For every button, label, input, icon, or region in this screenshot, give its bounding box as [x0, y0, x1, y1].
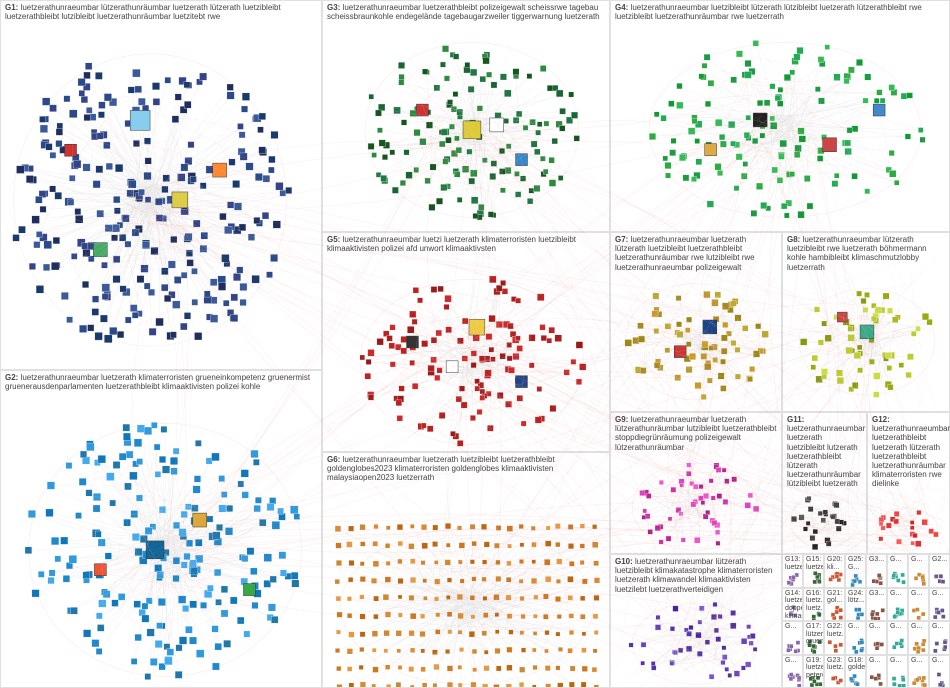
small-panel-label-7: G2...	[932, 556, 947, 564]
small-panels-grid: G13: luetze...G15: luetze...G20: kli... G…	[782, 554, 950, 688]
small-panel-9: G16: luetz... luetz...	[803, 588, 824, 622]
cluster-g6	[323, 453, 609, 687]
small-panel-30: G...	[908, 655, 929, 688]
small-panel-label-10: G21: gol...	[827, 590, 844, 605]
panel-label-g2: G2: luetzerathunraeumbar luetzerath klim…	[5, 373, 317, 391]
small-panel-28: G...	[866, 655, 887, 688]
panel-g12: G12: luetzerathunraeumbar luetzerathblei…	[867, 412, 950, 554]
small-panel-label-22: G...	[911, 623, 922, 631]
panel-g6: G6: luetzerathunraeumbar luetzerath luet…	[322, 452, 610, 688]
small-panel-label-4: G3...	[869, 556, 884, 564]
small-panel-label-5: G...	[890, 556, 901, 564]
panel-g8: G8: luetzerathunraeumbar lützerath luetz…	[782, 232, 950, 412]
small-panel-label-24: G...	[785, 657, 796, 665]
panel-g11: G11: luetzerathunraeumbar luetzerath lue…	[782, 412, 867, 554]
cluster-g4	[611, 1, 949, 231]
panel-g1: G1: luetzerathunraeumbar lützerathunräum…	[0, 0, 322, 370]
small-panel-label-14: G...	[911, 590, 922, 598]
small-panel-label-21: G...	[890, 623, 901, 631]
small-panel-label-27: G18: golde...	[848, 657, 866, 672]
small-panel-label-11: G24: lötz...	[848, 590, 865, 605]
small-panel-11: G24: lötz...	[845, 588, 866, 622]
small-panel-label-2: G20: kli...	[827, 556, 844, 571]
panel-label-g8: G8: luetzerathunraeumbar lützerath luetz…	[787, 235, 945, 272]
small-panel-label-12: G3...	[869, 590, 884, 598]
small-panel-24: G...	[782, 655, 803, 688]
small-panel-label-23: G...	[932, 623, 943, 631]
small-panel-label-18: G22: luetz...	[827, 623, 845, 638]
small-panel-label-1: G15: luetze...	[806, 556, 824, 571]
small-panel-19: G...	[845, 621, 866, 655]
small-panel-13: G...	[887, 588, 908, 622]
small-panel-2: G20: kli...	[824, 554, 845, 588]
small-panel-22: G...	[908, 621, 929, 655]
cluster-g3	[323, 1, 609, 231]
cluster-g1	[1, 1, 321, 369]
small-panel-label-29: G...	[890, 657, 901, 665]
small-panel-14: G...	[908, 588, 929, 622]
small-panel-label-9: G16: luetz... luetz...	[806, 590, 824, 613]
small-panel-6: G...	[908, 554, 929, 588]
small-panel-label-3: G25: G...	[848, 556, 865, 571]
small-panel-label-19: G...	[848, 623, 859, 631]
small-panel-3: G25: G...	[845, 554, 866, 588]
panel-g5: G5: luetzerathunraeumbar luetzi luetzera…	[322, 232, 610, 452]
panel-g4: G4: luetzerathunraeumbar luetzibleibt lü…	[610, 0, 950, 232]
panel-label-g5: G5: luetzerathunraeumbar luetzi luetzera…	[327, 235, 605, 253]
small-panel-1: G15: luetze...	[803, 554, 824, 588]
panel-label-g11: G11: luetzerathunraeumbar luetzerath lue…	[787, 415, 862, 489]
small-panel-label-28: G...	[869, 657, 880, 665]
panel-label-g7: G7: luetzerathunraeumbar luetzerath lütz…	[615, 235, 777, 272]
small-panel-16: G...	[782, 621, 803, 655]
cluster-g5	[323, 233, 609, 451]
panel-g9: G9: luetzerathunraeumbar luetzerath lütz…	[610, 412, 782, 554]
small-panel-31: G...	[929, 655, 950, 688]
small-panel-label-13: G...	[890, 590, 901, 598]
small-panel-7: G2...	[929, 554, 950, 588]
panel-label-g6: G6: luetzerathunraeumbar luetzerath luet…	[327, 455, 605, 483]
small-panel-29: G...	[887, 655, 908, 688]
cluster-g2	[1, 371, 321, 687]
small-panel-15: G...	[929, 588, 950, 622]
panel-label-g3: G3: luetzerathunraeumbar luetzerathbleib…	[327, 3, 605, 21]
panel-label-g4: G4: luetzerathunraeumbar luetzibleibt lü…	[615, 3, 945, 21]
small-panel-label-30: G...	[911, 657, 922, 665]
small-panel-26: G23: luetz...	[824, 655, 845, 688]
panel-g10: G10: luetzerathunraeumbar lützerath luet…	[610, 554, 782, 688]
small-panel-12: G3...	[866, 588, 887, 622]
small-panel-label-15: G...	[932, 590, 943, 598]
small-panel-label-26: G23: luetz...	[827, 657, 845, 672]
small-panel-21: G...	[887, 621, 908, 655]
small-panel-20: G...	[866, 621, 887, 655]
small-panel-0: G13: luetze...	[782, 554, 803, 588]
small-panel-label-8: G14: luetze... doppe... klimas...	[785, 590, 803, 621]
small-panel-5: G...	[887, 554, 908, 588]
panel-label-g1: G1: luetzerathunraeumbar lützerathunräum…	[5, 3, 317, 21]
small-panel-4: G3...	[866, 554, 887, 588]
small-panel-18: G22: luetz...	[824, 621, 845, 655]
panel-g2: G2: luetzerathunraeumbar luetzerath klim…	[0, 370, 322, 688]
small-panel-25: G19: luetze... petero...	[803, 655, 824, 688]
small-panel-27: G18: golde...	[845, 655, 866, 688]
small-panel-label-6: G...	[911, 556, 922, 564]
panel-label-g10: G10: luetzerathunraeumbar lützerath luet…	[615, 557, 777, 594]
small-panel-label-17: G17: lützer... gruen...	[806, 623, 824, 646]
panel-g7: G7: luetzerathunraeumbar luetzerath lütz…	[610, 232, 782, 412]
small-panel-8: G14: luetze... doppe... klimas...	[782, 588, 803, 622]
small-panel-23: G...	[929, 621, 950, 655]
small-panel-label-20: G...	[869, 623, 880, 631]
small-panel-label-16: G...	[785, 623, 796, 631]
small-panel-label-31: G...	[932, 657, 943, 665]
small-panel-label-0: G13: luetze...	[785, 556, 803, 571]
small-panel-10: G21: gol...	[824, 588, 845, 622]
small-panel-label-25: G19: luetze... petero...	[806, 657, 824, 680]
small-panel-17: G17: lützer... gruen...	[803, 621, 824, 655]
panel-g3: G3: luetzerathunraeumbar luetzerathbleib…	[322, 0, 610, 232]
panel-label-g12: G12: luetzerathunraeumbar luetzerathblei…	[872, 415, 945, 489]
panel-label-g9: G9: luetzerathunraeumbar luetzerath lütz…	[615, 415, 777, 452]
